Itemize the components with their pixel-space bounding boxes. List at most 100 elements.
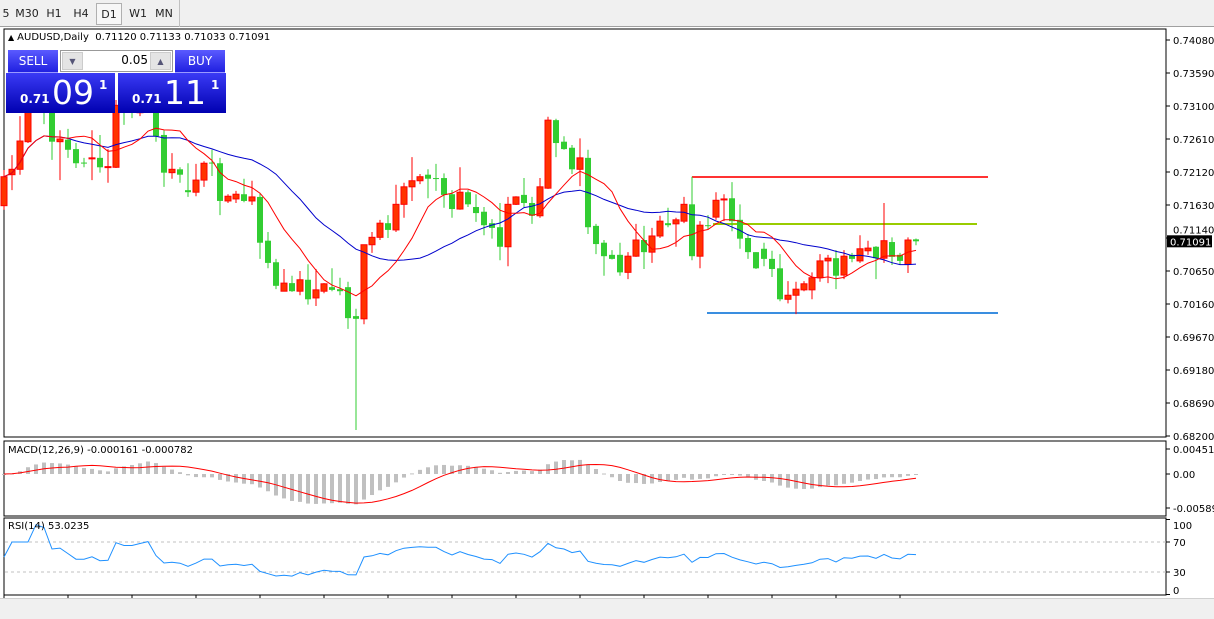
bullish-candle xyxy=(840,255,848,276)
timeframe-h4[interactable]: H4 xyxy=(73,7,89,20)
macd-histogram-bar xyxy=(810,474,814,489)
price-tick-label: 0.70650 xyxy=(1173,267,1214,278)
price-tick-label: 0.68200 xyxy=(1173,432,1214,443)
macd-histogram-bar xyxy=(434,465,438,474)
bearish-candle xyxy=(305,279,311,300)
timeframe-mn[interactable]: MN xyxy=(155,7,173,20)
price-tick-label: 0.73100 xyxy=(1173,102,1214,113)
macd-histogram-bar xyxy=(338,474,342,503)
macd-histogram-bar xyxy=(50,463,54,474)
sell-price-prefix: 0.71 xyxy=(20,92,50,106)
macd-histogram-bar xyxy=(714,474,718,477)
current-price-label: 0.71091 xyxy=(1170,237,1211,248)
bullish-candle xyxy=(864,247,872,252)
bearish-candle xyxy=(873,246,879,259)
macd-histogram-bar xyxy=(394,474,398,483)
bullish-candle xyxy=(816,260,824,279)
macd-histogram-bar xyxy=(642,474,646,484)
timeframe-m30[interactable]: M30 xyxy=(15,7,39,20)
bullish-candle xyxy=(720,198,728,201)
buy-price-box[interactable]: 0.71 11 1 xyxy=(118,73,226,113)
bearish-candle xyxy=(177,169,183,175)
macd-histogram-bar xyxy=(34,464,38,474)
bullish-candle xyxy=(416,176,424,182)
rsi-label: RSI(14) 53.0235 xyxy=(8,521,90,532)
chart-window[interactable] xyxy=(0,27,1214,619)
bearish-candle xyxy=(745,238,751,253)
macd-histogram-bar xyxy=(42,462,46,474)
price-tick-label: 0.69180 xyxy=(1173,366,1214,377)
macd-tick-label: 0.00 xyxy=(1173,470,1195,481)
macd-histogram-bar xyxy=(682,474,686,478)
bearish-candle xyxy=(481,211,487,226)
bullish-candle xyxy=(456,191,464,210)
macd-histogram-bar xyxy=(746,474,750,478)
rsi-tick-label: 100 xyxy=(1173,521,1192,532)
bearish-candle xyxy=(729,198,735,222)
macd-histogram-bar xyxy=(122,466,126,474)
macd-histogram-bar xyxy=(362,474,366,500)
macd-histogram-bar xyxy=(170,469,174,474)
price-tick-label: 0.72610 xyxy=(1173,135,1214,146)
macd-histogram-bar xyxy=(370,474,374,496)
macd-histogram-bar xyxy=(442,464,446,474)
bearish-candle xyxy=(913,239,919,242)
sell-price-box[interactable]: 0.71 09 1 xyxy=(6,73,115,113)
bullish-candle xyxy=(512,196,520,205)
lot-size-input[interactable]: 0.05 xyxy=(121,53,148,67)
bearish-candle xyxy=(65,139,71,150)
timeframe-h1[interactable]: H1 xyxy=(46,7,62,20)
bullish-candle xyxy=(104,166,112,169)
bullish-candle xyxy=(192,179,200,193)
bullish-candle xyxy=(248,196,256,202)
bearish-candle xyxy=(153,99,159,137)
bullish-candle xyxy=(696,224,704,257)
macd-histogram-bar xyxy=(82,467,86,474)
bullish-candle xyxy=(376,222,384,238)
slow-moving-average-line xyxy=(3,135,917,266)
bearish-candle xyxy=(489,223,495,228)
bullish-candle xyxy=(296,279,304,292)
macd-histogram-bar xyxy=(314,474,318,504)
increase-lot-icon[interactable]: ▲ xyxy=(150,52,171,70)
macd-histogram-bar xyxy=(458,465,462,474)
sell-button[interactable]: SELL xyxy=(8,50,58,73)
macd-histogram-bar xyxy=(450,465,454,474)
macd-histogram-bar xyxy=(26,467,30,474)
macd-histogram-bar xyxy=(74,466,78,474)
bullish-candle xyxy=(408,180,416,188)
macd-histogram-bar xyxy=(522,470,526,474)
bullish-candle xyxy=(112,104,120,168)
bullish-candle xyxy=(224,195,232,202)
bullish-candle xyxy=(320,283,328,292)
collapse-triangle-icon[interactable]: ▲ xyxy=(8,33,15,42)
macd-histogram-bar xyxy=(2,474,6,475)
macd-histogram-bar xyxy=(474,466,478,474)
bearish-candle xyxy=(209,162,215,164)
macd-histogram-bar xyxy=(162,466,166,474)
timeframe-w1[interactable]: W1 xyxy=(129,7,147,20)
buy-price-fraction: 1 xyxy=(211,78,220,92)
macd-histogram-bar xyxy=(578,459,582,474)
lot-size-stepper[interactable]: ▼ 0.05 ▲ xyxy=(60,50,173,72)
timeframe-m5[interactable]: 5 xyxy=(2,7,10,20)
bearish-candle xyxy=(553,120,559,144)
bearish-candle xyxy=(529,202,535,216)
macd-histogram-bar xyxy=(834,474,838,486)
timeframe-d1[interactable]: D1 xyxy=(96,3,122,25)
bullish-candle xyxy=(0,176,8,207)
bullish-candle xyxy=(824,257,832,262)
bearish-candle xyxy=(185,190,191,193)
buy-button[interactable]: BUY xyxy=(175,50,225,73)
bullish-candle xyxy=(16,140,24,170)
ohlc-values: 0.71120 0.71133 0.71033 0.71091 xyxy=(95,32,271,43)
macd-tick-label: 0.004517 xyxy=(1173,445,1214,456)
bullish-candle xyxy=(792,288,800,296)
macd-histogram-bar xyxy=(698,474,702,479)
bearish-candle xyxy=(561,141,567,150)
rsi-panel-frame xyxy=(3,517,1167,596)
decrease-lot-icon[interactable]: ▼ xyxy=(62,52,83,70)
bullish-candle xyxy=(232,193,240,200)
macd-histogram-bar xyxy=(874,474,878,480)
price-tick-label: 0.70160 xyxy=(1173,300,1214,311)
